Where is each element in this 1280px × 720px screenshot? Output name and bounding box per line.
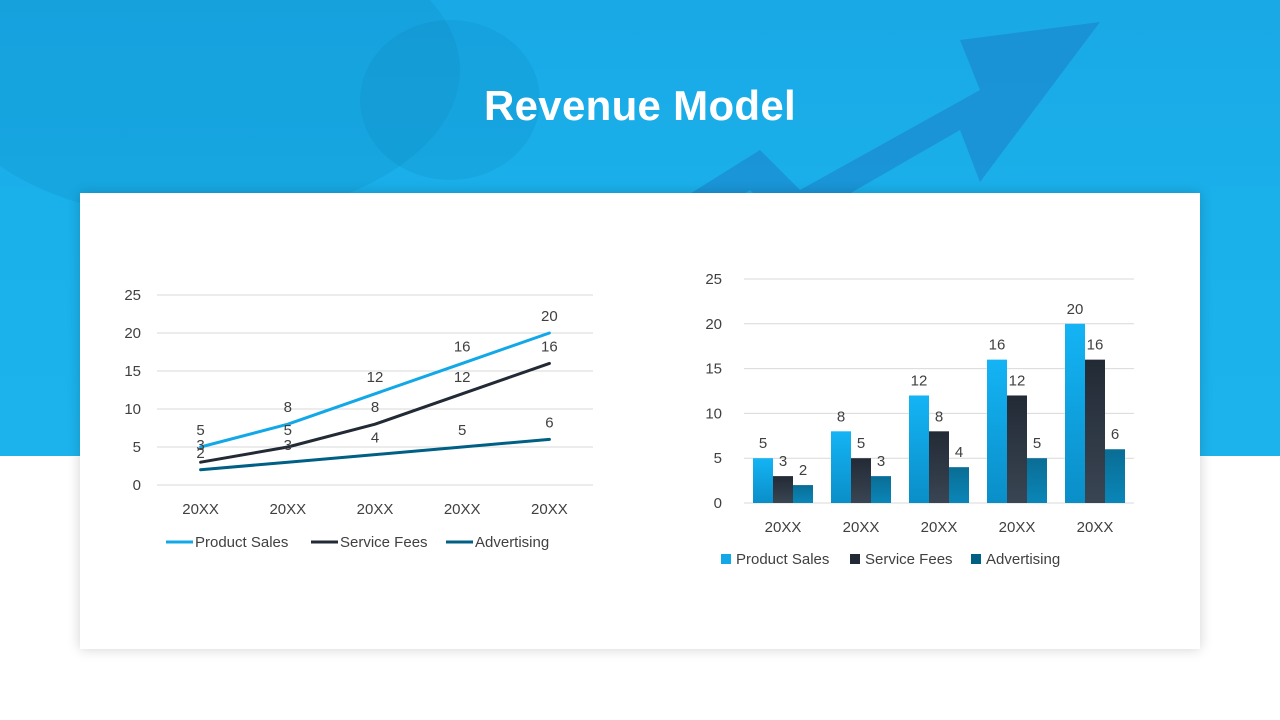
y-tick-label: 0 (714, 495, 722, 512)
data-label: 12 (454, 369, 471, 386)
bar-product-sales (831, 431, 851, 503)
x-tick-label: 20XX (999, 519, 1036, 536)
bar-advertising (793, 485, 813, 503)
data-label: 8 (935, 408, 943, 425)
y-tick-label: 10 (124, 401, 141, 418)
bar-product-sales (1065, 323, 1085, 503)
data-label: 16 (1087, 337, 1104, 354)
data-label: 5 (759, 435, 767, 452)
legend-label: Service Fees (865, 551, 953, 568)
chart-card: 0 5 10 15 20 25 20XX 20XX 20XX 20XX 20XX 5 8 12 16 20 3 5… (80, 193, 1200, 649)
bar-advertising (1027, 458, 1047, 503)
data-label: 4 (955, 444, 963, 461)
y-tick-label: 15 (705, 361, 722, 378)
bar-service-fees (773, 476, 793, 503)
y-tick-label: 10 (705, 405, 722, 422)
data-label: 12 (1009, 372, 1026, 389)
data-label: 16 (989, 337, 1006, 354)
y-tick-label: 15 (124, 363, 141, 380)
bar-chart: 051015202553220XX85320XX128420XX1612520X… (705, 271, 1134, 568)
data-label: 5 (458, 422, 466, 439)
bar-product-sales (909, 395, 929, 503)
data-label: 12 (911, 372, 928, 389)
data-label: 8 (284, 399, 292, 416)
data-label: 5 (196, 422, 204, 439)
y-tick-label: 25 (705, 271, 722, 288)
data-label: 3 (779, 453, 787, 470)
x-tick-label: 20XX (182, 501, 219, 518)
x-tick-label: 20XX (444, 501, 481, 518)
data-label: 4 (371, 430, 379, 447)
data-label: 6 (545, 414, 553, 431)
data-label: 5 (857, 435, 865, 452)
data-label: 16 (454, 338, 471, 355)
legend-swatch (721, 554, 731, 564)
bar-advertising (1105, 449, 1125, 503)
x-tick-label: 20XX (1077, 519, 1114, 536)
legend-label: Product Sales (195, 534, 288, 551)
y-tick-label: 20 (124, 325, 141, 342)
legend-label: Service Fees (340, 534, 428, 551)
bar-service-fees (1085, 359, 1105, 503)
y-tick-label: 0 (133, 477, 141, 494)
data-label: 3 (877, 453, 885, 470)
data-label: 20 (1067, 301, 1084, 318)
legend-label: Advertising (986, 551, 1060, 568)
y-tick-label: 25 (124, 287, 141, 304)
data-label: 8 (837, 408, 845, 425)
data-label: 5 (284, 422, 292, 439)
y-tick-label: 20 (705, 316, 722, 333)
x-tick-label: 20XX (765, 519, 802, 536)
legend-swatch (971, 554, 981, 564)
legend-swatch (850, 554, 860, 564)
bar-advertising (949, 467, 969, 503)
page-title: Revenue Model (484, 82, 796, 129)
bar-service-fees (929, 431, 949, 503)
x-tick-label: 20XX (921, 519, 958, 536)
data-label: 6 (1111, 426, 1119, 443)
data-label: 2 (196, 445, 204, 462)
bar-service-fees (851, 458, 871, 503)
x-tick-label: 20XX (843, 519, 880, 536)
bar-product-sales (753, 458, 773, 503)
x-tick-label: 20XX (269, 501, 306, 518)
data-label: 12 (367, 369, 384, 386)
y-tick-label: 5 (133, 439, 141, 456)
data-label: 3 (284, 437, 292, 454)
bar-advertising (871, 476, 891, 503)
data-label: 2 (799, 462, 807, 479)
x-tick-label: 20XX (357, 501, 394, 518)
bar-product-sales (987, 359, 1007, 503)
y-tick-label: 5 (714, 450, 722, 467)
background-hand-shape (360, 20, 540, 180)
legend-label: Advertising (475, 534, 549, 551)
data-label: 3 (196, 437, 204, 454)
legend-label: Product Sales (736, 551, 829, 568)
data-label: 20 (541, 308, 558, 325)
x-tick-label: 20XX (531, 501, 568, 518)
data-label: 16 (541, 338, 558, 355)
data-label: 5 (1033, 435, 1041, 452)
data-label: 8 (371, 399, 379, 416)
bar-service-fees (1007, 395, 1027, 503)
